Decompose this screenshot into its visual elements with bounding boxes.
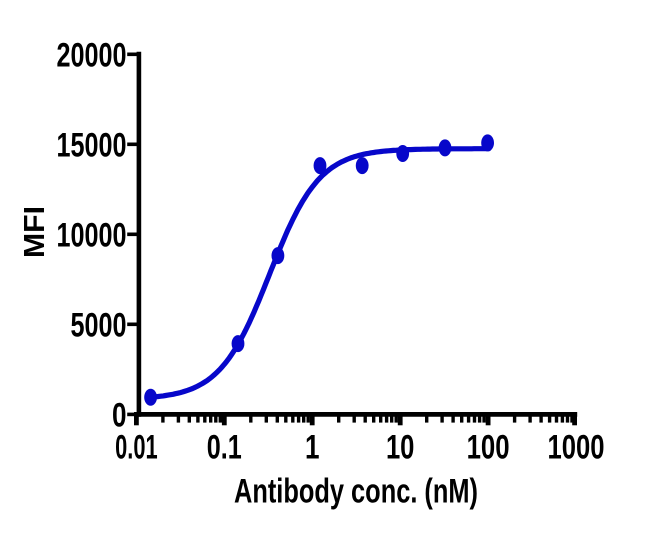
svg-text:MFI: MFI bbox=[18, 206, 50, 258]
svg-text:0: 0 bbox=[112, 396, 127, 434]
svg-text:1: 1 bbox=[305, 428, 320, 466]
svg-text:20000: 20000 bbox=[57, 36, 127, 74]
svg-text:100: 100 bbox=[467, 428, 510, 466]
svg-text:0.1: 0.1 bbox=[207, 428, 242, 466]
svg-text:10: 10 bbox=[386, 428, 415, 466]
svg-text:1000: 1000 bbox=[548, 428, 605, 466]
svg-text:15000: 15000 bbox=[57, 126, 127, 164]
svg-text:0.01: 0.01 bbox=[115, 428, 158, 466]
svg-text:Antibody conc. (nM): Antibody conc. (nM) bbox=[234, 473, 478, 511]
svg-text:5000: 5000 bbox=[71, 306, 127, 344]
svg-text:10000: 10000 bbox=[57, 216, 127, 254]
